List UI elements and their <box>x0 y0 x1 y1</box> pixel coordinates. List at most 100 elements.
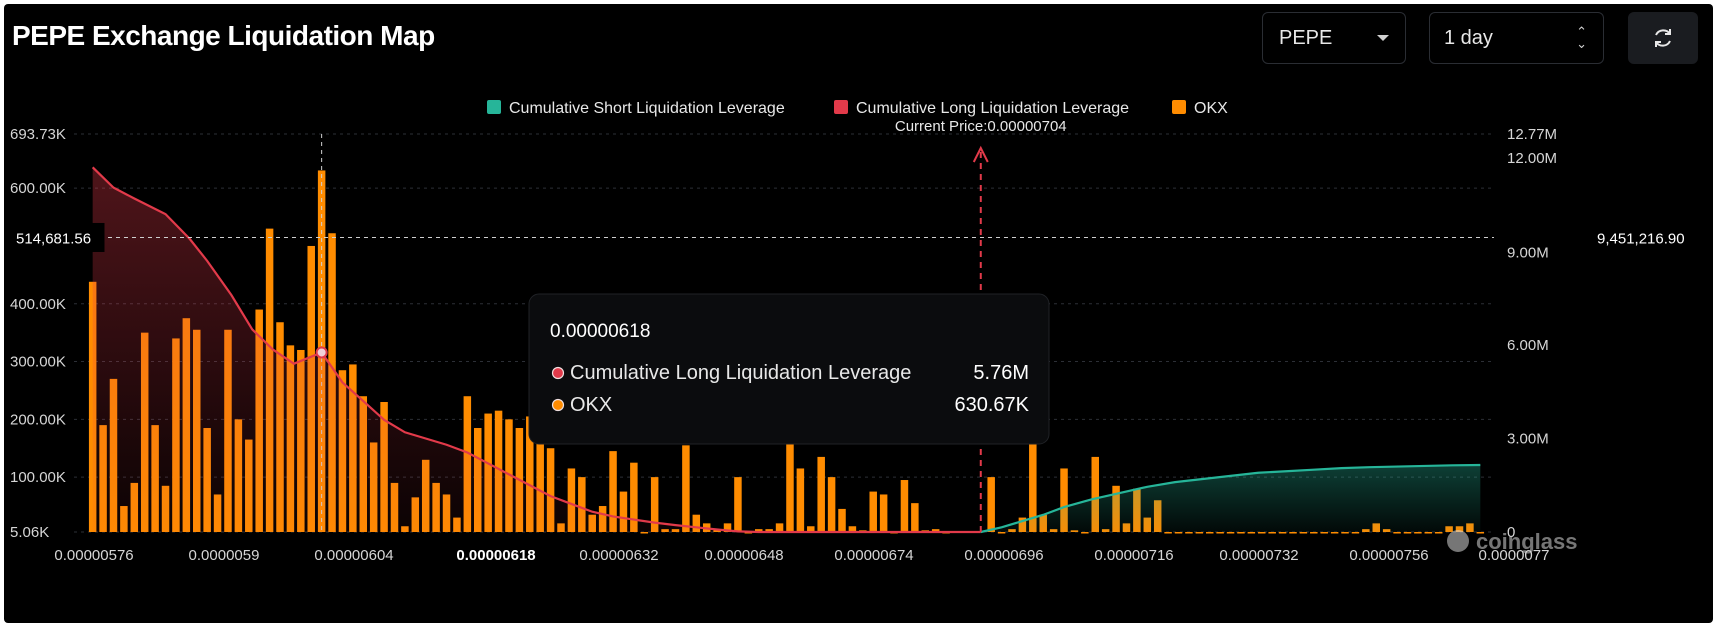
y-right-tick-label: 12.77M <box>1507 126 1557 143</box>
okx-bar <box>1226 532 1235 534</box>
y-right-tick-label: 3.00M <box>1507 430 1549 447</box>
okx-bar <box>1393 532 1401 534</box>
watermark-text: coinglass <box>1476 529 1577 554</box>
legend-swatch <box>1172 100 1186 114</box>
okx-bar <box>807 526 815 532</box>
okx-bar <box>1216 532 1224 534</box>
x-tick-label: 0.00000674 <box>834 547 913 564</box>
okx-bar <box>1330 532 1339 534</box>
okx-bar <box>1029 442 1037 532</box>
tooltip-dot <box>551 366 565 380</box>
okx-bar <box>900 480 909 532</box>
tooltip-box <box>528 293 1050 445</box>
okx-bar <box>723 523 732 532</box>
okx-bar <box>619 491 628 532</box>
okx-bar <box>650 477 659 532</box>
okx-bar <box>817 456 825 532</box>
okx-bar <box>1237 532 1245 534</box>
okx-bar <box>1247 532 1256 534</box>
legend-swatch <box>834 100 848 114</box>
okx-bar <box>609 451 617 532</box>
updown-chevron-icon: ⌃ ⌄ <box>1576 24 1587 51</box>
okx-bar <box>630 462 638 532</box>
x-tick-label: 0.00000696 <box>964 547 1043 564</box>
x-tick-label: 0.00000576 <box>54 547 133 564</box>
okx-bar <box>775 523 784 532</box>
y-left-tick-label: 400.00K <box>10 296 66 313</box>
x-tick-label: 0.00000732 <box>1219 547 1298 564</box>
current-price-label: Current Price:0.00000704 <box>895 118 1067 135</box>
y-left-tick-label: 693.73K <box>10 126 66 143</box>
cumulative-areas <box>91 166 1481 534</box>
okx-bar <box>869 491 877 532</box>
legend-label: OKX <box>1194 100 1228 117</box>
okx-bar <box>765 529 773 532</box>
hover-point <box>315 346 328 359</box>
legend-label: Cumulative Short Liquidation Leverage <box>509 100 785 117</box>
current-price-arrow <box>972 145 989 163</box>
y-left-tick-label: 300.00K <box>10 354 66 371</box>
coinglass-logo-icon <box>1447 530 1469 552</box>
okx-bar <box>1174 532 1183 534</box>
tooltip-dot <box>551 398 565 412</box>
refresh-icon <box>1655 29 1671 47</box>
okx-bar <box>755 529 763 532</box>
short-cumulative-area <box>980 464 1481 532</box>
coin-select[interactable]: PEPE <box>1262 12 1406 64</box>
range-select[interactable]: 1 day ⌃ ⌄ <box>1429 12 1604 64</box>
okx-bar <box>682 445 690 532</box>
crosshair-x-box <box>446 542 546 570</box>
y-left-tick-label: 200.00K <box>10 411 66 428</box>
tooltip-row-label: OKX <box>570 394 612 416</box>
liquidation-chart: 693.73K 600.00K 400.00K 300.00K 200.00K 100.0… <box>7 100 1713 570</box>
okx-bar <box>1476 532 1485 534</box>
refresh-button[interactable] <box>1628 12 1698 64</box>
y-left-tick-label: 100.00K <box>10 469 66 486</box>
y-left-tick-label: 5.06K <box>10 524 49 541</box>
watermark: coinglass <box>1447 529 1577 554</box>
crosshair-right-value: 9,451,216.90 <box>1597 230 1685 247</box>
okx-bar <box>1185 532 1193 534</box>
crosshair-x-value: 0.00000618 <box>456 547 535 564</box>
okx-bar <box>1205 532 1214 534</box>
okx-bar <box>987 477 995 532</box>
coin-select-value: PEPE <box>1279 26 1333 49</box>
okx-bar <box>1299 532 1308 534</box>
okx-bar <box>1434 532 1443 534</box>
x-tick-label: 0.00000632 <box>579 547 658 564</box>
okx-bar <box>1289 532 1297 534</box>
range-select-value: 1 day <box>1444 26 1493 49</box>
okx-bar <box>879 494 888 532</box>
okx-bar <box>1164 532 1172 534</box>
okx-bar <box>1278 532 1287 534</box>
okx-bar <box>1414 532 1422 534</box>
okx-bar <box>567 468 576 532</box>
okx-bar <box>848 526 857 532</box>
okx-bar <box>1351 532 1360 534</box>
legend-label: Cumulative Long Liquidation Leverage <box>856 100 1129 117</box>
y-right-tick-label: 6.00M <box>1507 337 1549 354</box>
x-tick-label: 0.00000756 <box>1349 547 1428 564</box>
okx-bar <box>1195 532 1204 534</box>
okx-bar <box>827 477 836 532</box>
okx-bar <box>997 532 1006 534</box>
page-title: PEPE Exchange Liquidation Map <box>12 20 435 51</box>
long-cumulative-line <box>91 166 981 534</box>
chart-frame: PEPE Exchange Liquidation Map PEPE 1 day… <box>4 4 1713 623</box>
x-tick-label: 0.00000716 <box>1094 547 1173 564</box>
okx-bar <box>1424 532 1433 534</box>
okx-bar <box>911 503 919 532</box>
overlay: 514,681.56 9,451,216.90 0.00000618 Current … <box>7 118 1713 570</box>
legend-swatch <box>487 100 501 114</box>
crosshair-right-box <box>1589 223 1713 252</box>
axes: 693.73K 600.00K 400.00K 300.00K 200.00K 100.0… <box>10 126 1557 564</box>
y-right-tick-label: 12.00M <box>1507 150 1557 167</box>
okx-bar <box>578 477 586 532</box>
caret-down-icon <box>1377 35 1389 41</box>
okx-bar <box>1060 468 1068 532</box>
crosshair-left-value: 514,681.56 <box>16 230 91 247</box>
tooltip-row-value: 630.67K <box>954 394 1029 416</box>
y-right-tick-label: 0 <box>1507 524 1515 541</box>
tooltip-row-value: 5.76M <box>973 362 1029 384</box>
x-tick-label: 0.0000077 <box>1479 547 1550 564</box>
